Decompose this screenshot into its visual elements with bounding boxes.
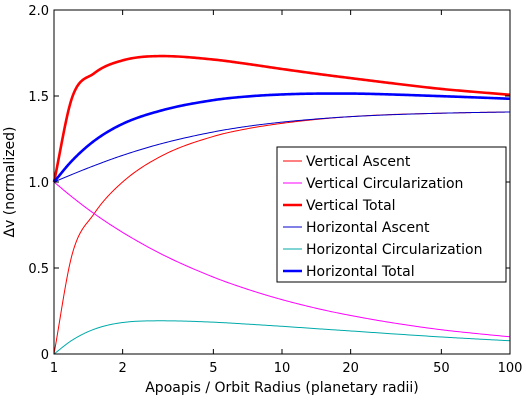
legend-label-horizontal-total: Horizontal Total — [306, 264, 415, 280]
x-tick-label: 1 — [50, 361, 58, 376]
series-line-horizontal-total — [53, 92, 511, 183]
y-tick-label: 1.0 — [28, 176, 49, 191]
y-axis-title: Δv (normalized) — [2, 126, 18, 237]
legend: Vertical Ascent Vertical Circularization V… — [276, 146, 507, 283]
tick-layer: 1 2 5 10 20 50 100 0 0.5 1.0 1.5 2.0 — [28, 4, 522, 376]
x-axis-title: Apoapis / Orbit Radius (planetary radii) — [145, 380, 419, 396]
series-layer — [52, 54, 511, 355]
y-tick-label: 1.5 — [28, 90, 49, 105]
x-tick-label: 50 — [433, 361, 450, 376]
legend-label-horizontal-ascent: Horizontal Ascent — [306, 220, 430, 236]
y-tick-label: 2.0 — [28, 4, 49, 19]
y-tick-label: 0 — [41, 348, 49, 363]
x-tick-label: 20 — [342, 361, 359, 376]
series-line-vertical-circularization — [53, 181, 511, 338]
x-tick-label: 5 — [209, 361, 217, 376]
x-tick-label: 100 — [498, 361, 523, 376]
series-line-horizontal-circularization — [53, 320, 511, 355]
legend-label-horizontal-circularization: Horizontal Circularization — [306, 242, 482, 258]
legend-label-vertical-ascent: Vertical Ascent — [306, 154, 411, 170]
legend-label-vertical-total: Vertical Total — [306, 198, 396, 214]
x-tick-label: 2 — [118, 361, 126, 376]
legend-label-vertical-circularization: Vertical Circularization — [306, 176, 463, 192]
series-line-vertical-total — [52, 54, 511, 183]
series-line-horizontal-ascent — [53, 111, 511, 183]
legend-box — [276, 146, 507, 283]
y-tick-label: 0.5 — [28, 262, 49, 277]
x-tick-label: 10 — [274, 361, 291, 376]
